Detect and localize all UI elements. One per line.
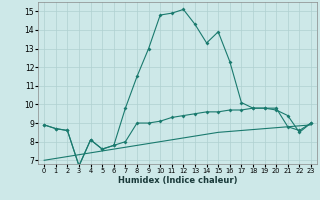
X-axis label: Humidex (Indice chaleur): Humidex (Indice chaleur) (118, 176, 237, 185)
